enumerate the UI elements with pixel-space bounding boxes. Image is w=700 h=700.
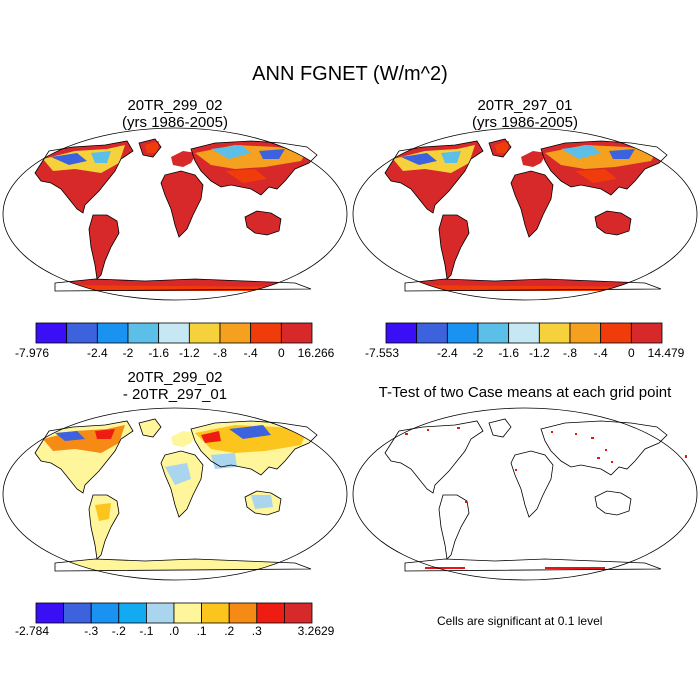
colorbar-swatch (127, 322, 160, 344)
colorbar-swatch (219, 322, 252, 344)
colorbar-swatch (228, 602, 258, 624)
panel-title-case2-line2: (yrs 1986-2005) (472, 114, 578, 131)
colorbar-swatch (201, 602, 230, 624)
panel-title-ttest-line1: T-Test of two Case means at each grid po… (378, 384, 672, 401)
colorbar-swatch (508, 322, 540, 344)
panel-title-case1: 20TR_299_02 (yrs 1986-2005) (25, 97, 325, 131)
colorbar-label: -.2 (112, 624, 126, 638)
colorbar-swatch (66, 322, 98, 344)
colorbar-swatch (35, 322, 68, 344)
colorbar-swatch (283, 602, 313, 624)
colorbar-swatch (630, 322, 663, 344)
colorbar-label: 16.266 (298, 346, 335, 360)
colorbar-label: 0 (628, 346, 635, 360)
map-difference (2, 407, 348, 581)
panel-title-case1-line2: (yrs 1986-2005) (122, 114, 228, 131)
colorbar-label: -1.2 (179, 346, 200, 360)
colorbar-swatch (35, 602, 65, 624)
colorbar-difference: -2.784 -.3 -.2 -.1 .0 .1 .2 .3 3.2629 (15, 602, 335, 638)
colorbar-label: -1.6 (498, 346, 519, 360)
colorbar-swatch (538, 322, 571, 344)
colorbar-label: -2.4 (437, 346, 458, 360)
colorbar-label: .2 (224, 624, 234, 638)
panel-title-case2-line1: 20TR_297_01 (477, 97, 573, 114)
colorbar-swatch (90, 602, 120, 624)
panel-title-case1-line1: 20TR_299_02 (127, 97, 223, 114)
panel-title-diff-line2: - 20TR_297_01 (122, 386, 228, 403)
ttest-note: Cells are significant at 0.1 level (437, 614, 603, 628)
colorbar-swatch (173, 602, 203, 624)
colorbar-swatch (477, 322, 510, 344)
colorbar-label: -.8 (563, 346, 577, 360)
colorbar-swatch (569, 322, 602, 344)
colorbar-label: -.3 (84, 624, 98, 638)
colorbar-label: .3 (252, 624, 262, 638)
colorbar-case2: -7.553 -2.4 -2 -1.6 -1.2 -.8 -.4 0 14.479 (365, 322, 685, 360)
map-case1 (2, 127, 348, 301)
colorbar-label: -1.6 (148, 346, 169, 360)
panel-title-case2: 20TR_297_01 (yrs 1986-2005) (375, 97, 675, 131)
panel-title-ttest: T-Test of two Case means at each grid po… (350, 384, 700, 401)
colorbar-swatch (63, 602, 92, 624)
colorbar-swatch (188, 322, 221, 344)
colorbar-swatch (118, 602, 147, 624)
colorbar-swatch (250, 322, 282, 344)
colorbar-swatch (280, 322, 313, 344)
colorbar-label: 3.2629 (298, 624, 335, 638)
colorbar-label: -.1 (139, 624, 153, 638)
colorbar-label: -7.553 (365, 346, 399, 360)
panel-title-diff-line1: 20TR_299_02 (127, 369, 223, 386)
colorbar-label: -2 (473, 346, 484, 360)
map-case2 (352, 127, 698, 301)
colorbar-swatch (600, 322, 632, 344)
colorbar-swatch (385, 322, 418, 344)
colorbar-label: .0 (169, 624, 179, 638)
colorbar-swatch (446, 322, 479, 344)
colorbar-swatch (256, 602, 285, 624)
colorbar-swatch (158, 322, 190, 344)
significant-cells (405, 427, 687, 569)
colorbar-swatch (145, 602, 175, 624)
colorbar-label: -1.2 (529, 346, 550, 360)
main-title: ANN FGNET (W/m^2) (252, 63, 448, 85)
map-ttest (352, 407, 698, 581)
colorbar-case1: -7.976 -2.4 -2 -1.6 -1.2 -.8 -.4 0 16.266 (15, 322, 335, 360)
colorbar-swatch (416, 322, 448, 344)
colorbar-label: .1 (197, 624, 207, 638)
colorbar-label: -2.784 (15, 624, 49, 638)
colorbar-label: -2.4 (87, 346, 108, 360)
colorbar-label: -.4 (594, 346, 608, 360)
colorbar-swatch (96, 322, 129, 344)
colorbar-label: -.4 (244, 346, 258, 360)
colorbar-label: -7.976 (15, 346, 49, 360)
colorbar-label: -.8 (213, 346, 227, 360)
colorbar-label: 0 (278, 346, 285, 360)
colorbar-label: -2 (123, 346, 134, 360)
panel-title-diff: 20TR_299_02 - 20TR_297_01 (25, 369, 325, 403)
colorbar-label: 14.479 (648, 346, 685, 360)
